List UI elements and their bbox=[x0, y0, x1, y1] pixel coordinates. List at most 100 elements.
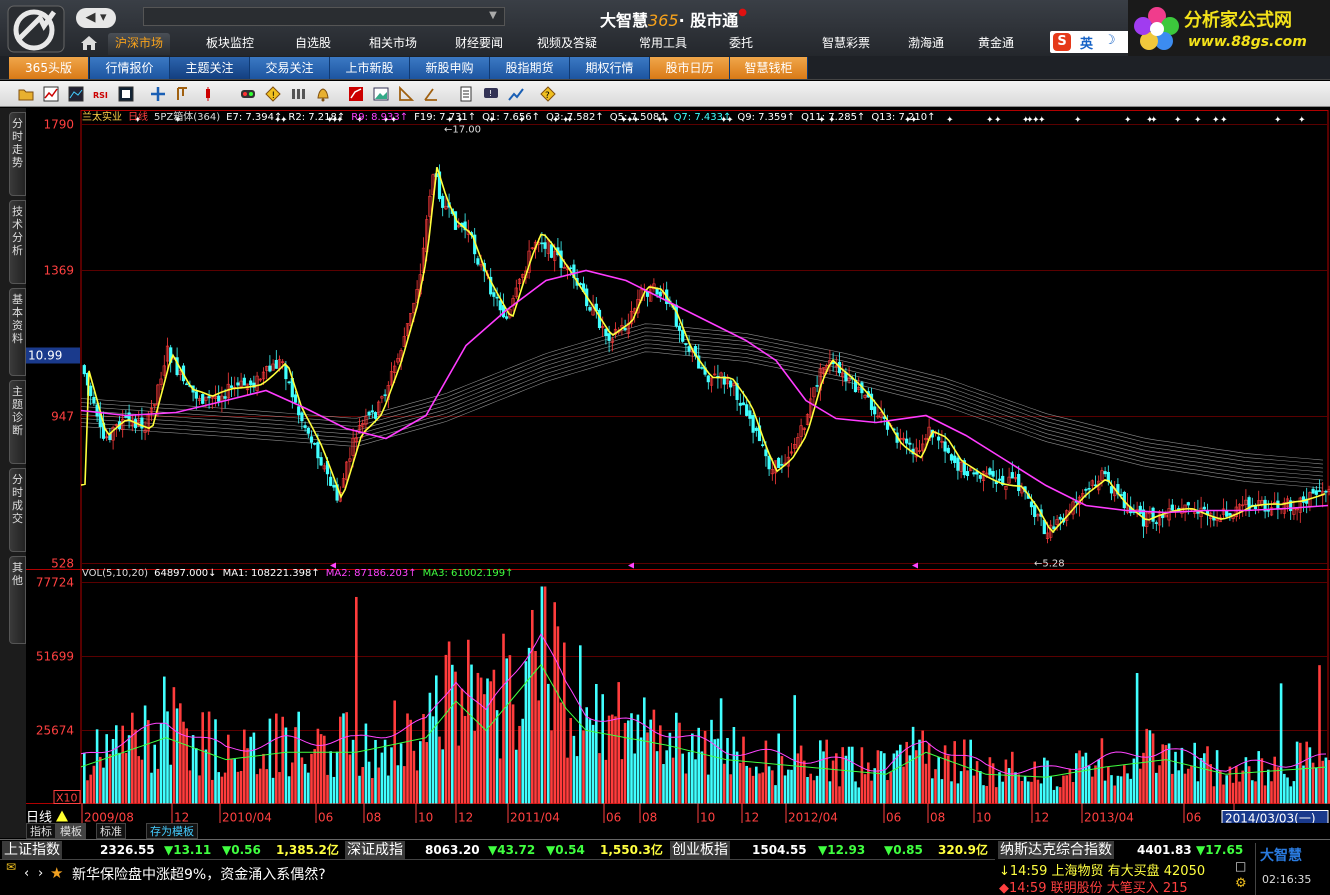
tab-8[interactable]: 股市日历 bbox=[650, 57, 730, 79]
tab-9[interactable]: 智慧钱柜 bbox=[730, 57, 808, 79]
window-icon[interactable] bbox=[118, 86, 134, 102]
ime-toolbar[interactable]: S 英 ☽ bbox=[1050, 31, 1130, 53]
back-forward-icon[interactable]: ◀ ▾ bbox=[76, 8, 116, 28]
kline-chart[interactable]: 1790 1369 947 528 10.99 77724 51699 25674 X10 日线 2… bbox=[26, 108, 1330, 828]
ticker-sz-name[interactable]: 深证成指 bbox=[345, 841, 405, 859]
line-chart-icon[interactable] bbox=[43, 86, 59, 102]
indicator-name: 5PZ箱体(364) bbox=[154, 112, 221, 123]
triangle-ruler-icon[interactable] bbox=[398, 86, 414, 102]
candle-body bbox=[149, 407, 154, 413]
candle-body bbox=[1004, 486, 1008, 490]
side-tab-2[interactable]: 基本资料 bbox=[9, 288, 26, 376]
bell-icon[interactable] bbox=[315, 86, 331, 102]
menu-item-3[interactable]: 相关市场 bbox=[368, 36, 417, 50]
tab-5[interactable]: 新股申购 bbox=[410, 57, 490, 79]
volume-bar bbox=[1033, 761, 1036, 804]
gear-icon[interactable]: ⚙ bbox=[1235, 876, 1247, 891]
document-icon[interactable] bbox=[458, 86, 474, 102]
candle-body bbox=[780, 464, 784, 466]
tab-0[interactable]: 365头版 bbox=[9, 57, 89, 79]
bottom-tab-0[interactable]: 指标 bbox=[26, 823, 56, 839]
side-tab-3[interactable]: 主题诊断 bbox=[9, 380, 26, 464]
candle-body bbox=[162, 365, 166, 376]
ma-yellow-line bbox=[80, 166, 1326, 534]
menu-item-5[interactable]: 视频及答疑 bbox=[536, 36, 597, 50]
home-icon[interactable] bbox=[80, 34, 98, 52]
volume-bar bbox=[879, 751, 883, 804]
side-tab-5[interactable]: 其他 bbox=[9, 556, 26, 644]
bottom-tab-3[interactable]: 存为模板 bbox=[146, 823, 198, 839]
news-next-icon[interactable]: › bbox=[38, 866, 44, 881]
menu-item-2[interactable]: 自选股 bbox=[294, 36, 331, 50]
menu-item-8[interactable]: 智慧彩票 bbox=[821, 36, 870, 50]
angle-tool-icon[interactable] bbox=[423, 86, 439, 102]
volume-bar bbox=[1001, 781, 1004, 804]
open-folder-icon[interactable] bbox=[18, 86, 34, 102]
bracket-tool-icon[interactable] bbox=[175, 86, 191, 102]
volume-bar bbox=[323, 735, 326, 804]
title-bar: ◀ ▾ ▼ 大智慧365· 股市通● 沪深市场 板块监控 自选股 相关市场 财经要闻 视频… bbox=[0, 0, 1330, 56]
candle-body bbox=[293, 394, 298, 403]
tab-2[interactable]: 主题关注 bbox=[170, 57, 250, 79]
volume-bar bbox=[1222, 784, 1225, 804]
bottom-tab-1[interactable]: 模板 bbox=[56, 823, 86, 839]
tab-6[interactable]: 股指期货 bbox=[490, 57, 570, 79]
volume-bar bbox=[1203, 753, 1206, 804]
dzh-logo-icon[interactable] bbox=[6, 4, 66, 54]
rsi-icon[interactable]: RSI bbox=[93, 86, 109, 102]
banner-url[interactable]: www.88gs.com bbox=[1188, 34, 1307, 50]
menu-item-7[interactable]: 委托 bbox=[728, 36, 753, 50]
candle-body bbox=[946, 447, 950, 453]
menu-item-0[interactable]: 沪深市场 bbox=[108, 33, 170, 55]
chevron-down-icon[interactable]: ▼ bbox=[489, 10, 497, 21]
news-prev-icon[interactable]: ‹ bbox=[24, 866, 30, 881]
mail-icon[interactable]: ✉ bbox=[6, 860, 17, 874]
speech-icon[interactable]: ! bbox=[483, 86, 499, 102]
ticker-ns-name[interactable]: 纳斯达克综合指数 bbox=[998, 841, 1114, 859]
volume-bar bbox=[588, 719, 592, 804]
volume-bar bbox=[652, 709, 656, 804]
side-tab-0[interactable]: 分时走势 bbox=[9, 112, 26, 196]
menu-item-9[interactable]: 渤海通 bbox=[907, 36, 944, 50]
red-chart-icon[interactable] bbox=[348, 86, 364, 102]
tab-7[interactable]: 期权行情 bbox=[570, 57, 650, 79]
volume-bar bbox=[1257, 751, 1260, 804]
candle-body bbox=[201, 394, 205, 404]
ticker-sh-name[interactable]: 上证指数 bbox=[2, 841, 62, 859]
menu-item-6[interactable]: 常用工具 bbox=[638, 36, 687, 50]
candle-body bbox=[821, 367, 826, 375]
square-icon[interactable]: □ bbox=[1235, 859, 1247, 873]
candle-body bbox=[921, 443, 925, 451]
tab-1[interactable]: 行情报价 bbox=[90, 57, 170, 79]
ime-lang[interactable]: 英 bbox=[1080, 37, 1094, 52]
news-headline[interactable]: 新华保险盘中涨超9%，资金涌入系偶然? bbox=[72, 867, 326, 883]
tab-3[interactable]: 交易关注 bbox=[250, 57, 330, 79]
candle-body bbox=[937, 436, 941, 441]
signal-marker: ✦ bbox=[726, 116, 734, 126]
ticker-cy-name[interactable]: 创业板指 bbox=[670, 841, 730, 859]
command-input[interactable] bbox=[143, 7, 505, 26]
help-diamond-icon[interactable]: ? bbox=[540, 86, 556, 102]
warning-diamond-icon[interactable]: ! bbox=[265, 86, 281, 102]
menu-item-10[interactable]: 黄金通 bbox=[977, 36, 1014, 50]
tab-4[interactable]: 上市新股 bbox=[330, 57, 410, 79]
candle-icon[interactable] bbox=[200, 86, 216, 102]
menu-item-4[interactable]: 财经要闻 bbox=[454, 36, 503, 50]
candle-body bbox=[229, 385, 234, 388]
alert-0[interactable]: ↓14:59 上海物贸 有大买盘 42050 bbox=[999, 864, 1206, 879]
side-tab-4[interactable]: 分时成交 bbox=[9, 468, 26, 552]
traffic-light-icon[interactable] bbox=[240, 86, 256, 102]
bottom-tab-2[interactable]: 标准 bbox=[96, 823, 126, 839]
candle-body bbox=[815, 385, 819, 387]
ticker-sz-amount: 1,550.3亿 bbox=[600, 843, 663, 857]
menu-item-1[interactable]: 板块监控 bbox=[205, 36, 254, 50]
columns-icon[interactable] bbox=[290, 86, 306, 102]
alert-1[interactable]: ◆14:59 联明股份 大笔买入 215 bbox=[999, 881, 1188, 895]
move-cross-icon[interactable] bbox=[150, 86, 166, 102]
picture-icon[interactable] bbox=[373, 86, 389, 102]
side-tab-1[interactable]: 技术分析 bbox=[9, 200, 26, 284]
grid-chart-icon[interactable] bbox=[68, 86, 84, 102]
trend-icon[interactable] bbox=[508, 86, 524, 102]
index-ticker: 上证指数 2326.55 ▼13.11 ▼0.56 1,385.2亿 深证成指 8063.2… bbox=[0, 839, 1330, 859]
volume-bar bbox=[278, 772, 281, 804]
